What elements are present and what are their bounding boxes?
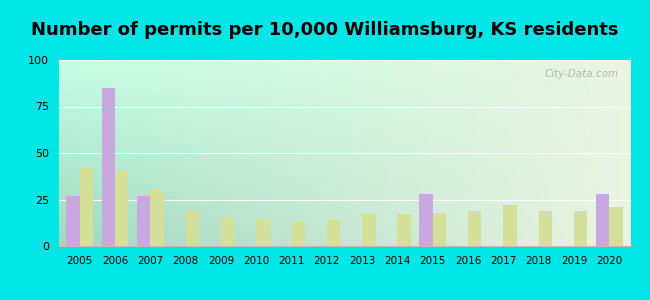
Bar (292, 222, 305, 246)
Bar (397, 214, 411, 246)
Bar (80, 168, 93, 246)
Bar (327, 220, 340, 246)
Bar (66, 196, 80, 246)
Bar (362, 214, 376, 246)
Bar (221, 218, 235, 246)
Bar (137, 196, 150, 246)
Text: City-Data.com: City-Data.com (545, 69, 619, 79)
Bar (115, 172, 129, 246)
Bar (186, 209, 199, 246)
Bar (596, 194, 609, 246)
Bar (419, 194, 433, 246)
Bar (256, 220, 270, 246)
Bar (433, 212, 446, 246)
Bar (539, 211, 552, 246)
Bar (150, 190, 164, 246)
Bar (468, 211, 482, 246)
Bar (503, 205, 517, 246)
Text: Number of permits per 10,000 Williamsburg, KS residents: Number of permits per 10,000 Williamsbur… (31, 21, 619, 39)
Bar (574, 211, 588, 246)
Bar (609, 207, 623, 246)
Bar (101, 88, 115, 246)
